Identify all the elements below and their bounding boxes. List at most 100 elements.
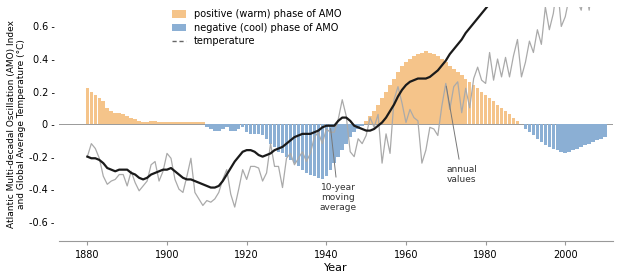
Bar — [448, 66, 451, 124]
Bar — [229, 124, 232, 130]
Bar — [193, 122, 197, 124]
Bar — [201, 122, 205, 124]
Bar — [261, 124, 264, 136]
Bar — [345, 124, 348, 144]
Bar — [508, 114, 512, 124]
Bar — [233, 124, 236, 130]
Bar — [296, 124, 300, 166]
Bar — [424, 51, 428, 124]
Bar — [205, 124, 208, 127]
Bar — [600, 124, 603, 139]
Bar — [503, 111, 507, 124]
Bar — [373, 111, 376, 124]
Bar — [516, 121, 520, 124]
Bar — [153, 121, 157, 124]
Bar — [309, 124, 312, 174]
Bar — [138, 121, 141, 124]
Bar — [436, 56, 440, 124]
Bar — [603, 124, 607, 137]
Bar — [408, 59, 412, 124]
Bar — [213, 124, 216, 130]
Bar — [301, 124, 304, 170]
Bar — [583, 124, 587, 145]
Bar — [161, 122, 165, 124]
Y-axis label: Atlantic Multi-decadal Oscillation (AMO) Index
and Global Average Temperature (°: Atlantic Multi-decadal Oscillation (AMO)… — [7, 20, 26, 228]
Bar — [348, 124, 352, 137]
Bar — [488, 98, 492, 124]
Bar — [181, 122, 185, 124]
Bar — [472, 85, 476, 124]
Bar — [189, 122, 193, 124]
Bar — [149, 121, 153, 124]
Bar — [456, 72, 459, 124]
Bar — [185, 122, 188, 124]
Bar — [368, 116, 372, 124]
Bar — [169, 122, 173, 124]
Bar — [304, 124, 308, 173]
Bar — [217, 124, 221, 130]
Bar — [157, 122, 161, 124]
Bar — [536, 124, 539, 139]
Bar — [580, 124, 583, 147]
Bar — [432, 54, 436, 124]
Bar — [496, 104, 499, 124]
Bar — [396, 72, 400, 124]
Bar — [89, 92, 93, 124]
Bar — [360, 124, 364, 126]
Bar — [173, 122, 177, 124]
Bar — [293, 124, 296, 163]
Bar — [225, 124, 229, 127]
Bar — [388, 85, 392, 124]
Bar — [575, 124, 579, 148]
Bar — [539, 124, 543, 142]
Bar — [105, 108, 109, 124]
Bar — [352, 124, 356, 132]
Bar — [94, 95, 97, 124]
Bar — [428, 53, 432, 124]
Bar — [281, 124, 285, 153]
Bar — [564, 124, 567, 153]
Bar — [556, 124, 559, 150]
Bar — [332, 124, 336, 163]
Bar — [464, 78, 467, 124]
Bar — [337, 124, 340, 157]
Bar — [209, 124, 213, 129]
Bar — [324, 124, 328, 176]
Bar — [484, 95, 487, 124]
Bar — [97, 98, 101, 124]
Text: annual
values: annual values — [446, 86, 477, 184]
Bar — [340, 124, 344, 150]
Bar — [567, 124, 571, 152]
Bar — [572, 124, 575, 150]
Bar — [125, 116, 129, 124]
Bar — [257, 124, 260, 134]
Bar — [130, 118, 133, 124]
Bar — [113, 113, 117, 124]
Bar — [102, 101, 105, 124]
Bar — [265, 124, 268, 139]
Bar — [365, 121, 368, 124]
Bar — [241, 124, 244, 127]
Bar — [524, 124, 527, 129]
Bar — [460, 75, 464, 124]
Bar — [468, 82, 471, 124]
Bar — [500, 108, 503, 124]
Bar — [480, 92, 484, 124]
Bar — [412, 56, 416, 124]
Text: 10-year
moving
average: 10-year moving average — [320, 129, 357, 213]
Bar — [587, 124, 591, 144]
Bar — [110, 111, 113, 124]
Bar — [317, 124, 320, 178]
Bar — [492, 101, 495, 124]
Bar — [285, 124, 288, 157]
Bar — [117, 113, 121, 124]
Bar — [547, 124, 551, 147]
Bar — [400, 66, 404, 124]
Bar — [177, 122, 181, 124]
Legend: positive (warm) phase of AMO, negative (cool) phase of AMO, temperature: positive (warm) phase of AMO, negative (… — [172, 10, 341, 46]
Bar — [289, 124, 292, 160]
Bar — [380, 98, 384, 124]
Bar — [356, 124, 360, 129]
Bar — [416, 54, 420, 124]
X-axis label: Year: Year — [324, 263, 348, 273]
